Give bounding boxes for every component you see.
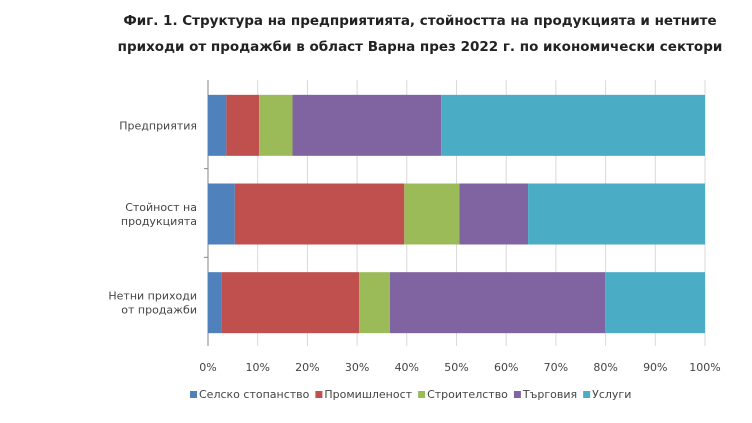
bar-segment — [226, 94, 260, 156]
x-tick-label: 50% — [444, 361, 468, 374]
x-tick-label: 80% — [593, 361, 617, 374]
legend-swatch — [513, 391, 521, 398]
x-tick-label: 70% — [544, 361, 568, 374]
category-label: от продажби — [121, 304, 197, 317]
bar-segment — [234, 183, 405, 245]
legend-swatch — [418, 391, 426, 398]
bar-segment — [221, 272, 360, 334]
x-tick-label: 90% — [643, 361, 667, 374]
legend-label: Промишленост — [324, 388, 412, 401]
legend-label: Строителство — [427, 388, 508, 401]
bar-segment — [605, 272, 705, 334]
legend-swatch — [315, 391, 323, 398]
bar-segment — [259, 94, 293, 156]
category-label: Нетни приходи — [108, 290, 197, 303]
bar-segment — [404, 183, 460, 245]
category-label: Предприятия — [119, 119, 197, 132]
x-tick-label: 10% — [245, 361, 269, 374]
bar-segment — [528, 183, 705, 245]
category-label: продукцията — [121, 215, 197, 228]
bar-segment — [208, 183, 235, 245]
chart-title-line-2: приходи от продажби в област Варна през … — [117, 39, 723, 55]
legend-swatch — [583, 391, 591, 398]
x-tick-label: 20% — [295, 361, 319, 374]
legend-swatch — [190, 391, 197, 398]
bar-segment — [359, 272, 390, 334]
bar-segment — [389, 272, 606, 334]
chart-title-line-1: Фиг. 1. Структура на предприятията, стой… — [123, 13, 717, 29]
x-tick-label: 40% — [395, 361, 419, 374]
legend-label: Търговия — [522, 388, 577, 401]
legend-label: Селско стопанство — [199, 388, 310, 401]
bar-segment — [441, 94, 705, 156]
bar-segment — [292, 94, 442, 156]
x-tick-label: 100% — [689, 361, 720, 374]
x-tick-label: 30% — [345, 361, 369, 374]
x-tick-label: 0% — [199, 361, 216, 374]
chart-title: Фиг. 1. Структура на предприятията, стой… — [95, 8, 745, 60]
category-label: Стойност на — [125, 201, 197, 214]
x-tick-label: 60% — [494, 361, 518, 374]
legend-label: Услуги — [592, 388, 631, 401]
bar-segment — [208, 272, 222, 334]
bar-segment — [459, 183, 529, 245]
bar-segment — [208, 94, 227, 156]
